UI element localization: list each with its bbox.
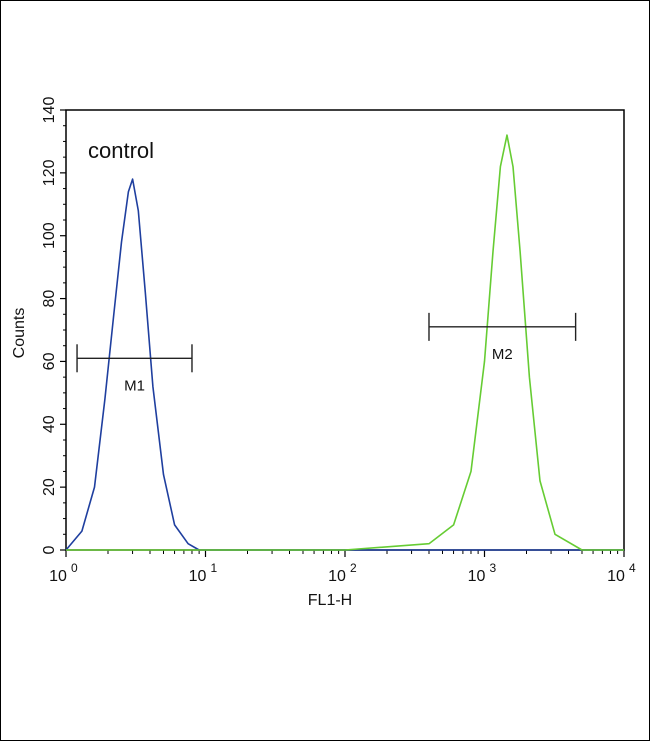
marker-group: M1 M2 xyxy=(76,312,577,394)
x-tick-exponent: 4 xyxy=(629,561,636,575)
series-line-control xyxy=(65,178,624,551)
y-axis-title: Counts xyxy=(11,308,28,359)
x-tick-base: 10 xyxy=(189,568,207,585)
marker-m2: M2 xyxy=(428,312,577,363)
marker-label: M1 xyxy=(124,377,145,394)
y-tick-label: 40 xyxy=(41,415,58,433)
marker-m1: M1 xyxy=(76,344,193,394)
control-annotation: control xyxy=(88,138,154,163)
x-tick-exponent: 3 xyxy=(490,561,497,575)
x-tick-exponent: 0 xyxy=(71,561,78,575)
x-tick-exponent: 1 xyxy=(211,561,218,575)
y-tick-label: 120 xyxy=(41,159,58,186)
x-tick-base: 10 xyxy=(607,568,625,585)
series-line-sample xyxy=(66,134,624,551)
y-tick-label: 100 xyxy=(41,222,58,249)
y-tick-label: 0 xyxy=(41,545,58,554)
x-tick-base: 10 xyxy=(468,568,486,585)
y-tick-label: 60 xyxy=(41,352,58,370)
x-tick-base: 10 xyxy=(328,568,346,585)
x-axis-title: FL1-H xyxy=(308,592,352,609)
y-tick-label: 80 xyxy=(41,290,58,308)
x-axis: 10 0 10 1 10 2 10 3 10 4 xyxy=(49,550,636,585)
y-axis: 0 20 40 60 80 100 120 140 xyxy=(41,97,66,554)
series-group xyxy=(65,134,624,551)
y-tick-label: 20 xyxy=(41,478,58,496)
y-tick-label: 140 xyxy=(41,97,58,124)
x-tick-exponent: 2 xyxy=(350,561,357,575)
x-tick-base: 10 xyxy=(49,568,67,585)
marker-label: M2 xyxy=(492,346,513,363)
